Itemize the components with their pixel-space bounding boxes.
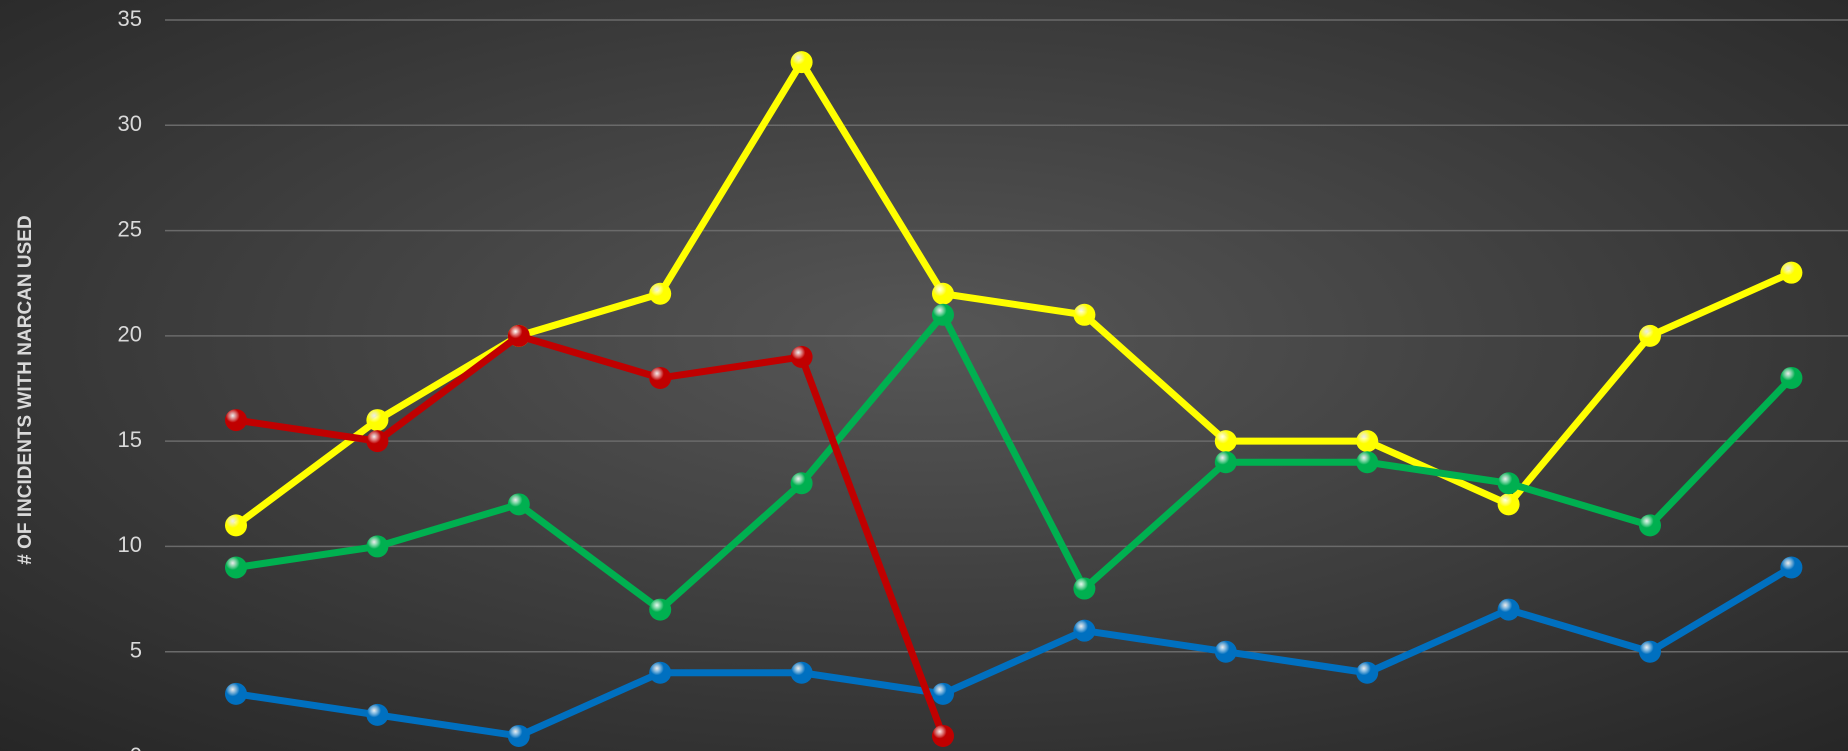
data-point: [225, 556, 247, 579]
data-point: [225, 682, 247, 705]
data-point: [790, 472, 813, 495]
y-tick-label: 30: [118, 111, 142, 136]
data-point: [649, 598, 672, 621]
data-point: [649, 661, 672, 684]
y-tick-label: 20: [118, 322, 142, 347]
y-tick-label: 25: [118, 216, 142, 241]
y-axis-title: # OF INCIDENTS WITH NARCAN USED: [15, 215, 36, 564]
data-point: [649, 282, 672, 305]
data-point: [649, 366, 672, 389]
data-point: [932, 282, 954, 305]
data-point: [1073, 577, 1096, 600]
data-point: [1780, 366, 1803, 389]
data-point: [507, 324, 530, 347]
data-point: [1214, 451, 1237, 474]
data-point: [1356, 451, 1379, 474]
data-point: [790, 661, 813, 684]
data-point: [932, 303, 954, 326]
series-line: [235, 332, 947, 738]
data-point: [1356, 661, 1379, 684]
data-point: [366, 703, 389, 726]
series-line: [235, 311, 1794, 614]
y-tick-label: 0: [130, 743, 142, 751]
data-point: [366, 535, 389, 558]
data-point: [1780, 556, 1803, 579]
data-point: [1639, 324, 1661, 347]
data-point: [1639, 514, 1661, 537]
data-point: [790, 51, 813, 74]
data-point: [225, 514, 247, 537]
data-point: [366, 430, 389, 453]
data-point: [1780, 261, 1803, 284]
data-point: [1356, 430, 1379, 453]
data-point: [1214, 430, 1237, 453]
data-point: [1497, 472, 1520, 495]
data-point: [366, 409, 389, 432]
y-tick-label: 5: [130, 638, 142, 663]
data-point: [1073, 619, 1096, 642]
series-line: [235, 564, 1794, 740]
data-point: [790, 345, 813, 368]
y-tick-label: 10: [118, 532, 142, 557]
data-point: [1497, 493, 1520, 516]
data-point: [1073, 303, 1096, 326]
data-point: [1214, 640, 1237, 663]
data-point: [1639, 640, 1661, 663]
data-point: [507, 724, 530, 747]
data-point: [932, 724, 954, 747]
data-point: [932, 682, 954, 705]
data-point: [507, 493, 530, 516]
data-point: [225, 409, 247, 432]
y-tick-label: 35: [118, 6, 142, 31]
y-tick-label: 15: [118, 427, 142, 452]
data-point: [1497, 598, 1520, 621]
